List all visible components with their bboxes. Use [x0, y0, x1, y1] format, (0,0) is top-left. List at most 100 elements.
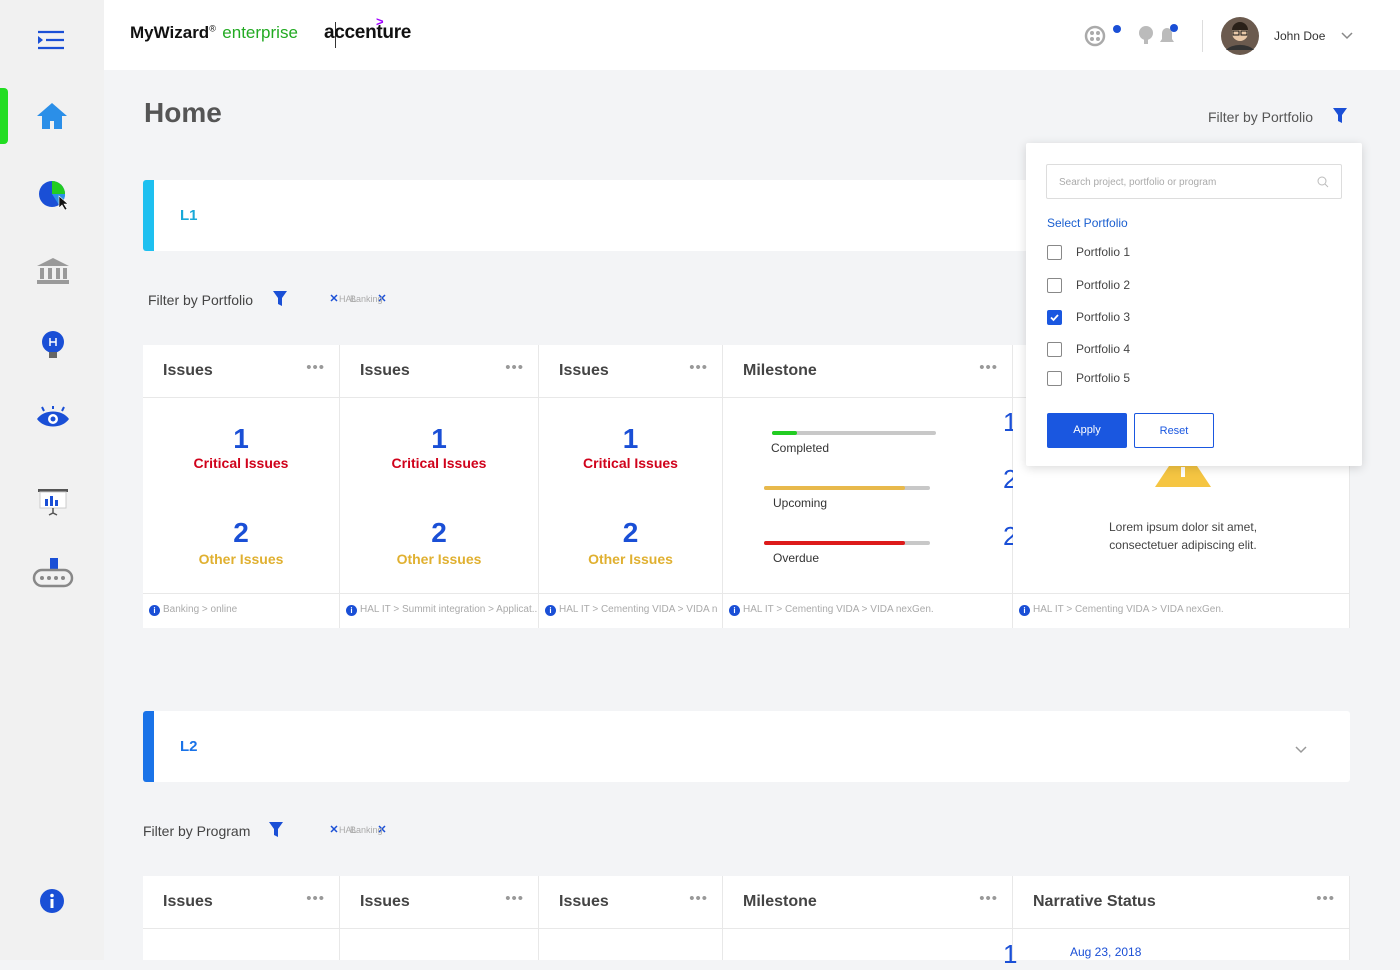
user-name[interactable]: John Doe — [1274, 29, 1326, 43]
option-label[interactable]: Portfolio 5 — [1076, 371, 1131, 385]
critical-count: 1 — [431, 423, 447, 454]
card-divider — [1013, 928, 1349, 929]
warning-icon — [1155, 445, 1211, 494]
nav-bank[interactable] — [36, 256, 70, 286]
avatar[interactable] — [1220, 16, 1260, 56]
card-milestone: Milestone ••• i HAL IT > Cementing VIDA > V… — [723, 345, 1013, 628]
portfolio-dropdown: Search project, portfolio or program Sel… — [1026, 143, 1362, 466]
progress-track — [772, 431, 936, 435]
card-menu[interactable]: ••• — [979, 359, 998, 376]
nav-presentation[interactable] — [37, 487, 69, 517]
option-checkbox[interactable] — [1047, 310, 1062, 325]
card-menu[interactable]: ••• — [689, 359, 708, 376]
info-icon: i — [1019, 605, 1030, 616]
card-menu[interactable]: ••• — [1316, 890, 1335, 907]
card-title: Issues — [360, 893, 410, 910]
card-menu[interactable]: ••• — [505, 359, 524, 376]
chip-remove[interactable] — [330, 824, 338, 836]
chip-remove[interactable] — [378, 293, 386, 305]
card-narrative: Narrative Status ••• Aug 23, 2018 — [1013, 876, 1350, 960]
milestone-label: Completed — [771, 441, 830, 455]
critical-label: Critical Issues — [193, 455, 289, 471]
card-issues: Issues ••• — [143, 876, 340, 960]
filter-chip: Banking — [350, 294, 383, 304]
nav-info[interactable] — [39, 888, 65, 914]
chip-remove[interactable] — [378, 824, 386, 836]
critical-count: 1 — [622, 423, 639, 454]
card-divider — [340, 397, 538, 398]
card-divider — [539, 928, 722, 929]
section-stripe — [143, 180, 154, 251]
other-label: Other Issues — [588, 551, 673, 567]
other-label: Other Issues — [396, 551, 482, 567]
card-footer: i HAL IT > Cementing VIDA > VIDA n — [539, 604, 717, 616]
nav-home[interactable] — [36, 101, 68, 131]
user-menu-chevron[interactable] — [1340, 31, 1354, 41]
card-issues: Issues ••• i Banking > online 1 Critical Issu… — [143, 345, 340, 628]
section-title: L2 — [180, 738, 198, 755]
critical-count: 1 — [233, 423, 249, 454]
card-title: Narrative Status — [1033, 893, 1156, 910]
filter-label[interactable]: Filter by Portfolio — [148, 292, 254, 308]
section-header[interactable]: L2 — [143, 711, 1350, 782]
filter-icon[interactable] — [272, 290, 288, 313]
option-label[interactable]: Portfolio 1 — [1076, 245, 1131, 259]
card-footer-text: HAL IT > Summit integration > Applicat..… — [360, 604, 539, 615]
notifications-apps[interactable] — [1084, 24, 1124, 48]
filter-chip: HAL — [339, 825, 357, 835]
product-name: enterprise — [222, 23, 298, 42]
menu-toggle[interactable] — [36, 30, 66, 50]
other-count: 2 — [431, 517, 447, 548]
chip-remove[interactable] — [330, 293, 338, 305]
page-filter-icon[interactable] — [1332, 107, 1348, 125]
progress-fill — [764, 486, 906, 490]
filter-icon[interactable] — [268, 821, 284, 844]
option-label[interactable]: Portfolio 4 — [1076, 342, 1131, 356]
option-checkbox[interactable] — [1047, 342, 1062, 357]
reset-button[interactable]: Reset — [1134, 413, 1214, 448]
card-divider — [143, 397, 339, 398]
nav-analytics[interactable] — [37, 179, 69, 213]
card-divider — [539, 397, 722, 398]
option-checkbox[interactable] — [1047, 278, 1062, 293]
card-footer-text: HAL IT > Cementing VIDA > VIDA nexGen. — [743, 604, 934, 615]
brand-divider — [335, 22, 336, 48]
info-icon: i — [729, 605, 740, 616]
card-footer-text: HAL IT > Cementing VIDA > VIDA n — [559, 604, 718, 615]
card-divider — [340, 928, 538, 929]
milestone-label: Overdue — [773, 551, 820, 565]
apply-button[interactable]: Apply — [1047, 413, 1127, 448]
nav-ideas[interactable] — [40, 330, 66, 362]
other-count: 2 — [622, 517, 639, 548]
card-divider — [1013, 593, 1349, 594]
notifications-alerts[interactable] — [1136, 22, 1180, 48]
info-icon: i — [545, 605, 556, 616]
card-menu[interactable]: ••• — [306, 890, 325, 907]
section-stripe — [143, 711, 154, 782]
card-title: Issues — [163, 893, 213, 910]
search-box[interactable]: Search project, portfolio or program — [1046, 164, 1342, 199]
sidebar — [0, 0, 104, 960]
card-menu[interactable]: ••• — [979, 890, 998, 907]
search-placeholder: Search project, portfolio or program — [1059, 177, 1217, 188]
option-label[interactable]: Portfolio 2 — [1076, 278, 1131, 292]
card-divider — [340, 593, 538, 594]
filter-label[interactable]: Filter by Program — [143, 823, 251, 839]
nav-pipeline[interactable] — [32, 556, 74, 590]
card-title: Issues — [559, 362, 609, 379]
info-icon: i — [149, 605, 160, 616]
nav-view[interactable] — [36, 406, 70, 432]
option-checkbox[interactable] — [1047, 371, 1062, 386]
collapse-chevron[interactable] — [1294, 742, 1308, 760]
option-checkbox[interactable] — [1047, 245, 1062, 260]
card-divider — [723, 593, 1012, 594]
card-menu[interactable]: ••• — [306, 359, 325, 376]
brand-mark: ® — [209, 23, 216, 34]
company-name: accenture — [324, 22, 412, 43]
page-filter-label[interactable]: Filter by Portfolio — [1208, 109, 1314, 125]
option-label[interactable]: Portfolio 3 — [1076, 310, 1131, 324]
card-menu[interactable]: ••• — [689, 890, 708, 907]
card-issues: Issues ••• — [539, 876, 723, 960]
card-menu[interactable]: ••• — [505, 890, 524, 907]
